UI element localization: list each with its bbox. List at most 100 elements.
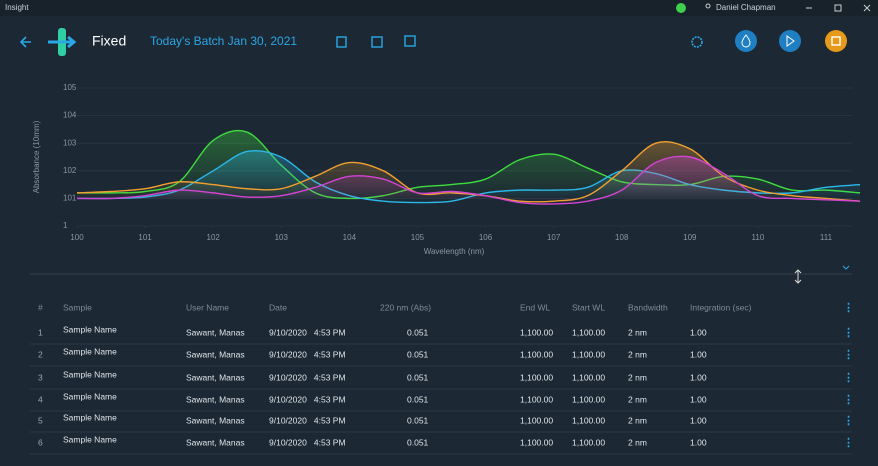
- export-icon[interactable]: [404, 35, 416, 47]
- cell: 1,100.00: [520, 327, 553, 337]
- row-menu[interactable]: ⋮: [843, 327, 854, 339]
- x-tick-label: 111: [820, 233, 833, 242]
- copy-icon[interactable]: [371, 36, 383, 48]
- column-header: Integration (sec): [690, 302, 752, 312]
- column-header: Start WL: [572, 302, 605, 312]
- cell: 9/10/2020 4:53 PM: [269, 415, 346, 425]
- y-tick-label: 101: [63, 194, 77, 203]
- cell: 1,100.00: [520, 372, 553, 382]
- x-tick-label: 103: [275, 233, 289, 242]
- back-button[interactable]: [19, 36, 31, 48]
- maximize[interactable]: [834, 4, 842, 12]
- cell: 1,100.00: [572, 327, 605, 337]
- status-icon: [676, 3, 686, 13]
- x-tick-label: 101: [138, 233, 152, 242]
- column-header: 220 nm (Abs): [380, 302, 431, 312]
- cell: 2 nm: [628, 372, 647, 382]
- row-menu[interactable]: ⋮: [843, 394, 854, 406]
- cell: Sawant, Manas: [186, 327, 245, 337]
- cell[interactable]: Sample Name: [63, 346, 117, 356]
- cell: 0.051: [407, 349, 429, 359]
- cell: 9/10/2020 4:53 PM: [269, 437, 346, 447]
- series-line: [76, 155, 861, 205]
- cell: Sawant, Manas: [186, 415, 245, 425]
- cell: 1,100.00: [572, 349, 605, 359]
- play-icon: [786, 35, 795, 47]
- cell: 0.051: [407, 394, 429, 404]
- cell: 1,100.00: [520, 394, 553, 404]
- x-tick-label: 105: [411, 233, 425, 242]
- cell: Sawant, Manas: [186, 349, 245, 359]
- cell: 2 nm: [628, 415, 647, 425]
- x-tick-label: 102: [207, 233, 221, 242]
- cell: 1,100.00: [572, 437, 605, 447]
- cell: 2 nm: [628, 437, 647, 447]
- series-area: [77, 156, 861, 204]
- cell: 1.00: [690, 437, 707, 447]
- logo-arrow: [48, 35, 77, 49]
- x-axis-label: Wavelength (nm): [424, 247, 485, 256]
- column-header: Sample: [63, 302, 92, 312]
- cell: 1.00: [690, 394, 707, 404]
- cell[interactable]: Sample Name: [63, 324, 117, 334]
- batch-name[interactable]: Today's Batch Jan 30, 2021: [150, 34, 297, 48]
- column-header: Date: [269, 302, 287, 312]
- cell: 4: [38, 394, 43, 404]
- cell: Sawant, Manas: [186, 372, 245, 382]
- row-menu[interactable]: ⋮: [843, 415, 854, 427]
- x-tick-label: 106: [479, 233, 493, 242]
- app-name: Insight: [5, 3, 29, 12]
- run-button[interactable]: [779, 30, 801, 52]
- cell: 2: [38, 349, 43, 359]
- cell[interactable]: Sample Name: [63, 434, 117, 444]
- cell: Sawant, Manas: [186, 394, 245, 404]
- cell: Sawant, Manas: [186, 437, 245, 447]
- y-tick-label: 103: [63, 138, 77, 147]
- stop-button[interactable]: [825, 30, 847, 52]
- cell: 9/10/2020 4:53 PM: [269, 327, 346, 337]
- row-menu[interactable]: ⋮: [843, 349, 854, 361]
- file-icon[interactable]: [336, 36, 347, 48]
- table: # Sample User Name Date 220 nm (Abs) End WL St…: [30, 302, 854, 455]
- x-tick-label: 110: [752, 233, 765, 242]
- cell: 1,100.00: [520, 437, 553, 447]
- settings[interactable]: [691, 36, 703, 48]
- resize-handle[interactable]: [794, 269, 802, 284]
- blank-button[interactable]: [735, 30, 757, 52]
- cell: 1,100.00: [520, 415, 553, 425]
- user-name[interactable]: Daniel Chapman: [716, 3, 776, 12]
- collapse[interactable]: [842, 265, 850, 270]
- x-tick-label: 104: [343, 233, 357, 242]
- column-header: #: [38, 302, 43, 312]
- column-header: User Name: [186, 302, 229, 312]
- title-bar: [0, 0, 878, 16]
- cell: 1,100.00: [520, 349, 553, 359]
- cell: 2 nm: [628, 327, 647, 337]
- stop-icon: [831, 36, 841, 46]
- cell: 0.051: [407, 327, 429, 337]
- cell: 5: [38, 415, 43, 425]
- cell: 1,100.00: [572, 372, 605, 382]
- cell: 1,100.00: [572, 394, 605, 404]
- cell: 0.051: [407, 415, 429, 425]
- row-menu[interactable]: ⋮: [843, 437, 854, 449]
- row-menu[interactable]: ⋮: [843, 372, 854, 384]
- cell: 1: [38, 327, 43, 337]
- x-tick-label: 109: [683, 233, 697, 242]
- cell: 9/10/2020 4:53 PM: [269, 394, 346, 404]
- column-header: Bandwidth: [628, 302, 668, 312]
- cell[interactable]: Sample Name: [63, 412, 117, 422]
- cell[interactable]: Sample Name: [63, 391, 117, 401]
- cell[interactable]: Sample Name: [63, 369, 117, 379]
- column-header: End WL: [520, 302, 551, 312]
- cell: 2 nm: [628, 394, 647, 404]
- y-tick-label: 102: [63, 166, 77, 175]
- y-tick-label: 1: [63, 221, 68, 230]
- header-menu[interactable]: ⋮: [843, 302, 854, 314]
- cell: 2 nm: [628, 349, 647, 359]
- cell: 6: [38, 437, 43, 447]
- close[interactable]: [863, 4, 871, 12]
